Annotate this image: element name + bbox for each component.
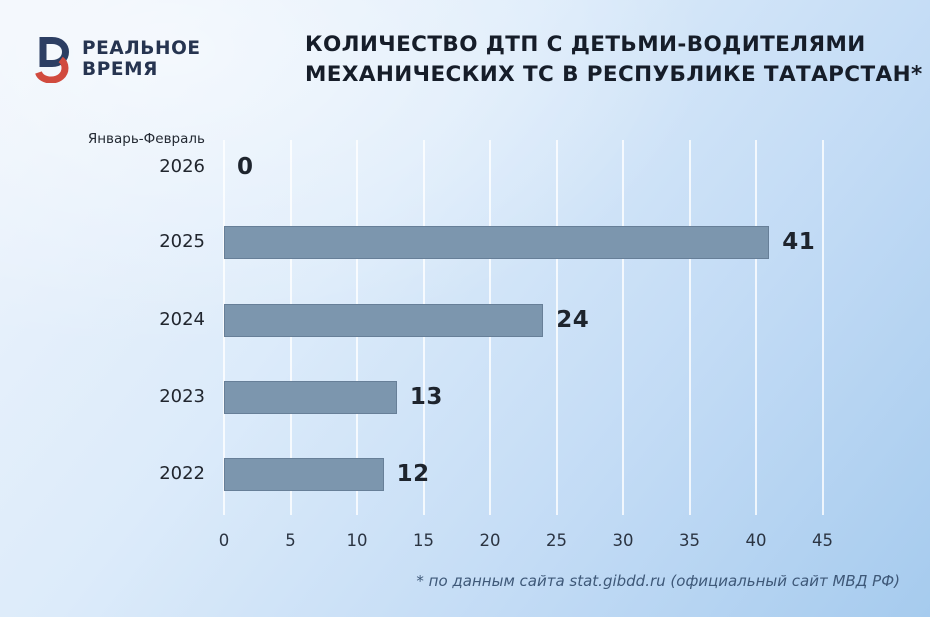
chart-title-line1: КОЛИЧЕСТВО ДТП С ДЕТЬМИ-ВОДИТЕЛЯМИ: [305, 32, 866, 57]
bar-2024: [224, 303, 543, 337]
brand-logo-text: РЕАЛЬНОЕ ВРЕМЯ: [82, 38, 201, 80]
brand-name-line1: РЕАЛЬНОЕ: [82, 38, 201, 59]
value-label-2025: 41: [782, 229, 816, 255]
x-axis-tick-25: 25: [546, 531, 567, 550]
brand-logo-icon: [35, 37, 70, 83]
brand-logo: РЕАЛЬНОЕ ВРЕМЯ: [31, 35, 201, 83]
x-axis-tick-35: 35: [679, 531, 700, 550]
year-label-2022: 2022: [159, 463, 205, 484]
chart-title-line2: МЕХАНИЧЕСКИХ ТС В РЕСПУБЛИКЕ ТАТАРСТАН*: [305, 62, 923, 87]
bar-2025: [224, 225, 769, 259]
x-axis-tick-30: 30: [612, 531, 634, 550]
year-label-2024: 2024: [159, 309, 205, 330]
gridline-x-35: [688, 140, 691, 515]
x-axis-tick-15: 15: [413, 531, 434, 550]
gridline-x-25: [555, 140, 558, 515]
bar-2023: [224, 380, 397, 414]
period-label: Январь-Февраль: [87, 131, 205, 147]
x-axis-tick-5: 5: [285, 531, 296, 550]
x-axis-tick-45: 45: [812, 531, 833, 550]
value-label-2023: 13: [409, 384, 443, 410]
x-axis-tick-10: 10: [346, 531, 368, 550]
gridline-x-30: [622, 140, 624, 515]
brand-name-line2: ВРЕМЯ: [82, 59, 158, 80]
x-axis-tick-20: 20: [479, 531, 501, 550]
gridline-x-40: [755, 140, 757, 515]
gridline-x-45: [821, 140, 824, 515]
value-label-2026: 0: [237, 154, 254, 180]
x-axis-tick-0: 0: [218, 531, 230, 550]
bar-2022: [224, 457, 384, 491]
chart-title: КОЛИЧЕСТВО ДТП С ДЕТЬМИ-ВОДИТЕЛЯМИ МЕХАН…: [305, 30, 923, 90]
year-label-2025: 2025: [159, 231, 205, 252]
value-label-2022: 12: [396, 461, 430, 487]
value-label-2024: 24: [556, 307, 590, 333]
year-label-2023: 2023: [159, 386, 205, 407]
year-label-2026: 2026: [159, 156, 205, 177]
x-axis-tick-40: 40: [745, 531, 767, 550]
source-footnote: * по данным сайта stat.gibdd.ru (официал…: [416, 572, 900, 590]
